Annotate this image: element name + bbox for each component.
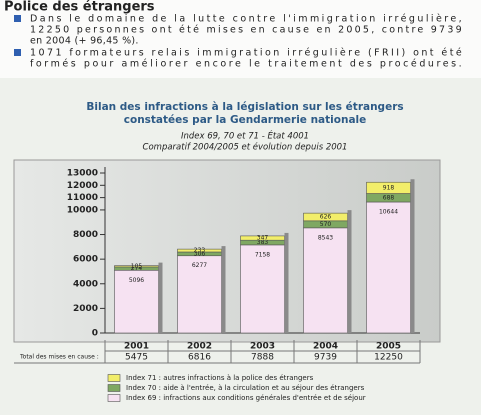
legend-swatch bbox=[107, 374, 121, 382]
chart-title: Bilan des infractions à la législation s… bbox=[86, 101, 403, 113]
data-label: 105 bbox=[131, 263, 143, 270]
bar-side bbox=[410, 179, 415, 333]
chart-subtitle: Comparatif 2004/2005 et évolution depuis… bbox=[143, 142, 348, 153]
data-label: 10644 bbox=[379, 208, 398, 215]
y-tick-label: 6000 bbox=[73, 255, 98, 265]
legend-label: Index 69 : infractions aux conditions gé… bbox=[126, 394, 366, 402]
legend-label: Index 71 : autres infractions à la polic… bbox=[126, 374, 314, 382]
bar-side bbox=[284, 232, 289, 333]
bullet-text: 1071 formateurs relais immigration irrég… bbox=[30, 48, 462, 59]
bullet-text: formés pour améliorer encore le traiteme… bbox=[30, 59, 462, 70]
bullet-text: 12250 personnes ont été mises en cause e… bbox=[30, 25, 462, 36]
data-label: 347 bbox=[257, 235, 269, 242]
data-label: 626 bbox=[320, 213, 332, 220]
data-label: 8543 bbox=[318, 234, 333, 241]
y-tick-label: 2000 bbox=[73, 304, 98, 314]
y-tick-label: 13000 bbox=[67, 169, 98, 179]
x-tick-label: 2004 bbox=[313, 342, 338, 352]
x-tick-label: 2005 bbox=[376, 342, 401, 352]
bar-segment bbox=[114, 269, 159, 334]
x-tick-label: 2002 bbox=[187, 342, 212, 352]
bar-side bbox=[158, 262, 163, 333]
data-label: 306 bbox=[194, 250, 206, 257]
page-title: Police des étrangers bbox=[4, 0, 155, 15]
data-label: 688 bbox=[383, 194, 395, 201]
y-tick-label: 4000 bbox=[73, 279, 98, 289]
data-label: 6277 bbox=[192, 262, 207, 269]
y-tick-label: 0 bbox=[92, 329, 98, 339]
chart-title: constatées par la Gendarmerie nationale bbox=[124, 114, 367, 126]
total-value: 9739 bbox=[314, 353, 337, 363]
legend-label: Index 70 : aide à l'entrée, à la circula… bbox=[126, 384, 365, 392]
bullet-icon bbox=[14, 15, 21, 22]
bullet-text: en 2004 (+ 96,45 %). bbox=[30, 36, 139, 47]
total-value: 6816 bbox=[188, 353, 211, 363]
legend-swatch bbox=[107, 384, 121, 392]
y-tick-label: 10000 bbox=[67, 205, 98, 215]
totals-label: Total des mises en cause : bbox=[19, 354, 99, 361]
total-value: 5475 bbox=[125, 353, 148, 363]
y-tick-label: 12000 bbox=[67, 181, 98, 191]
data-label: 7158 bbox=[255, 251, 270, 258]
chart-subtitle: Index 69, 70 et 71 - État 4001 bbox=[181, 130, 309, 142]
bar-segment bbox=[303, 227, 348, 334]
data-label: 383 bbox=[257, 239, 269, 246]
y-tick-label: 8000 bbox=[73, 230, 98, 240]
bar-side bbox=[347, 210, 352, 333]
data-label: 570 bbox=[320, 221, 332, 228]
data-label: 233 bbox=[194, 247, 206, 254]
bar-segment bbox=[240, 244, 285, 334]
data-label: 274 bbox=[131, 265, 143, 272]
legend-swatch bbox=[107, 394, 121, 402]
y-tick-label: 11000 bbox=[67, 193, 98, 203]
header-bg bbox=[0, 0, 481, 78]
bullet-icon bbox=[14, 49, 21, 56]
bar-segment bbox=[177, 255, 222, 334]
x-tick-label: 2001 bbox=[124, 342, 149, 352]
x-tick-label: 2003 bbox=[250, 342, 275, 352]
bullet-text: Dans le domaine de la lutte contre l'imm… bbox=[30, 14, 462, 25]
data-label: 5096 bbox=[129, 277, 144, 284]
total-value: 7888 bbox=[251, 353, 274, 363]
bar-segment bbox=[366, 201, 411, 334]
total-value: 12250 bbox=[374, 353, 403, 363]
bar-side bbox=[221, 246, 226, 333]
data-label: 918 bbox=[383, 184, 395, 191]
